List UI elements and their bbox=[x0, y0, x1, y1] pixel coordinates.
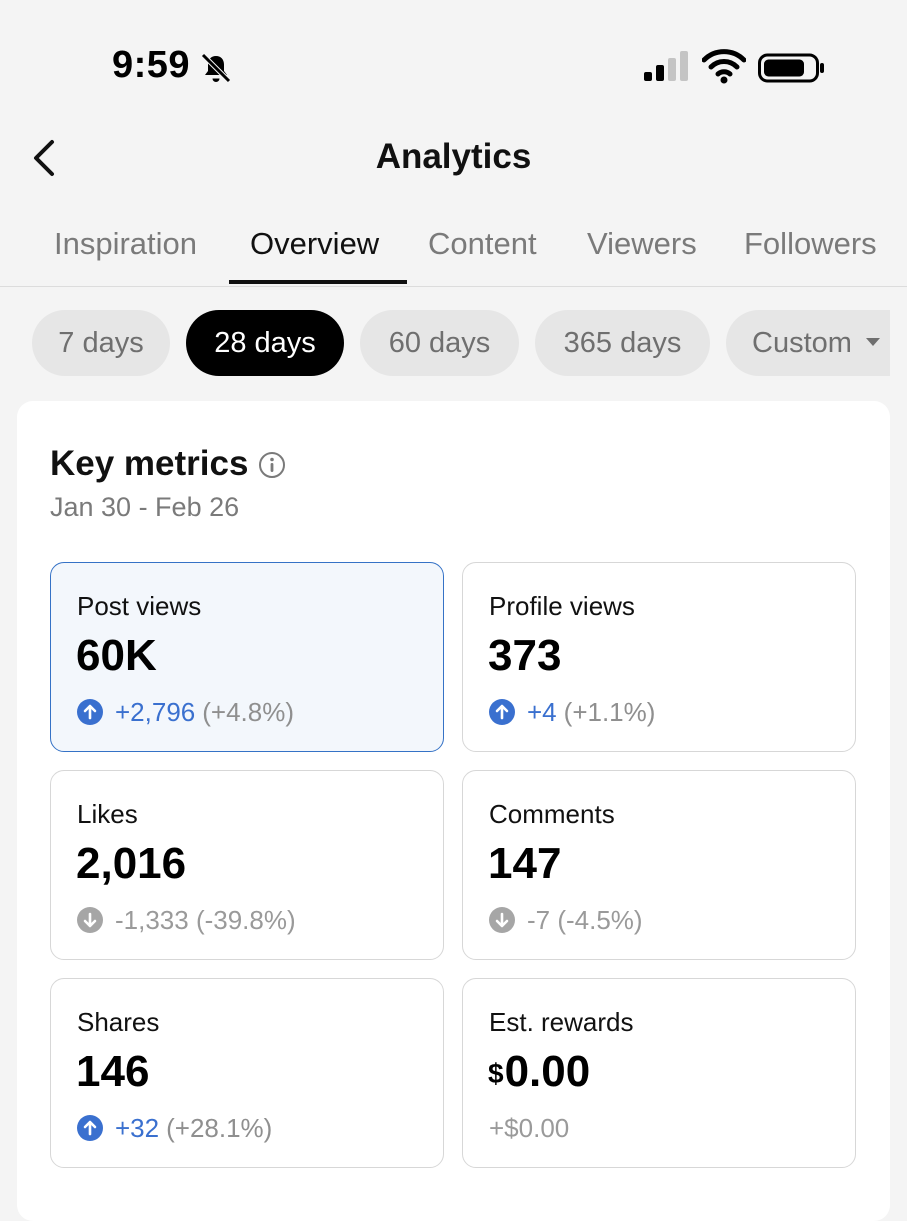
metric-label: Likes bbox=[77, 799, 138, 829]
delta-value: +2,796 bbox=[115, 696, 196, 727]
metric-est-rewards[interactable]: Est. rewards $0.00 +$0.00 bbox=[462, 978, 856, 1168]
metric-delta: -1,333 (-39.8%) bbox=[77, 905, 296, 935]
metric-value: 2,016 bbox=[76, 839, 187, 888]
delta-percent: (+4.8%) bbox=[202, 696, 295, 727]
arrow-up-icon bbox=[77, 699, 103, 725]
metric-label: Comments bbox=[489, 799, 615, 829]
metric-delta: +32 (+28.1%) bbox=[77, 1113, 272, 1143]
range-chip-365-days[interactable]: 365 days bbox=[535, 310, 710, 376]
range-chip-custom[interactable]: Custom bbox=[726, 310, 890, 376]
date-range-chips: 7 days 28 days 60 days 365 days Custom bbox=[0, 308, 890, 380]
delta-percent: (+28.1%) bbox=[166, 1112, 273, 1143]
metric-delta: -7 (-4.5%) bbox=[489, 905, 643, 935]
arrow-up-icon bbox=[77, 1115, 103, 1141]
metric-likes[interactable]: Likes 2,016 -1,333 (-39.8%) bbox=[50, 770, 444, 960]
delta-value: +4 bbox=[527, 696, 557, 727]
status-time: 9:59 bbox=[112, 44, 191, 86]
range-chip-7-days[interactable]: 7 days bbox=[32, 310, 170, 376]
range-chip-60-days[interactable]: 60 days bbox=[360, 310, 519, 376]
range-chip-label: 365 days bbox=[563, 327, 682, 359]
metric-delta: +4 (+1.1%) bbox=[489, 697, 655, 727]
range-chip-label: Custom bbox=[752, 327, 852, 359]
metric-delta: +2,796 (+4.8%) bbox=[77, 697, 294, 727]
tab-overview[interactable]: Overview bbox=[250, 226, 380, 261]
metric-value: 0.00 bbox=[504, 1047, 591, 1096]
metric-comments[interactable]: Comments 147 -7 (-4.5%) bbox=[462, 770, 856, 960]
delta-value: -1,333 (-39.8%) bbox=[115, 904, 296, 935]
page-title: Analytics bbox=[375, 137, 532, 176]
arrow-down-icon bbox=[489, 907, 515, 933]
metric-value-wrapper: $0.00 bbox=[488, 1047, 590, 1097]
tab-followers[interactable]: Followers bbox=[744, 226, 877, 261]
tab-content[interactable]: Content bbox=[428, 226, 537, 261]
tab-bar: Inspiration Overview Content Viewers Fol… bbox=[0, 212, 907, 287]
date-range-label: Jan 30 - Feb 26 bbox=[50, 492, 240, 522]
info-icon[interactable] bbox=[258, 451, 286, 479]
metric-value: 146 bbox=[76, 1047, 150, 1096]
active-tab-indicator bbox=[229, 280, 407, 284]
metric-label: Profile views bbox=[489, 591, 635, 621]
back-arrow-icon[interactable] bbox=[28, 138, 62, 178]
delta-percent: (+1.1%) bbox=[563, 696, 656, 727]
range-chip-28-days[interactable]: 28 days bbox=[186, 310, 344, 376]
caret-down-icon bbox=[865, 338, 880, 347]
delta-value: +32 bbox=[115, 1112, 160, 1143]
metric-label: Shares bbox=[77, 1007, 160, 1037]
status-bar: 9:59 bbox=[0, 0, 907, 120]
battery-icon bbox=[758, 53, 824, 83]
delta-value: -7 (-4.5%) bbox=[527, 904, 643, 935]
range-chip-label: 60 days bbox=[388, 327, 491, 359]
metric-delta: +$0.00 bbox=[489, 1113, 569, 1143]
cellular-signal-icon bbox=[644, 51, 688, 81]
delta-value: +$0.00 bbox=[489, 1112, 570, 1143]
metric-profile-views[interactable]: Profile views 373 +4 (+1.1%) bbox=[462, 562, 856, 752]
metric-value: 373 bbox=[488, 631, 562, 680]
metric-label: Est. rewards bbox=[489, 1007, 634, 1037]
section-title: Key metrics bbox=[50, 444, 249, 483]
arrow-down-icon bbox=[77, 907, 103, 933]
metric-value: 60K bbox=[76, 631, 157, 680]
range-chip-label: 28 days bbox=[214, 327, 316, 359]
wifi-icon bbox=[702, 49, 746, 84]
arrow-up-icon bbox=[489, 699, 515, 725]
metric-value: 147 bbox=[488, 839, 562, 888]
tab-viewers[interactable]: Viewers bbox=[587, 226, 697, 261]
tab-inspiration[interactable]: Inspiration bbox=[54, 226, 198, 261]
bell-muted-icon bbox=[201, 53, 231, 83]
metric-label: Post views bbox=[77, 591, 202, 621]
metric-post-views[interactable]: Post views 60K +2,796 (+4.8%) bbox=[50, 562, 444, 752]
currency-symbol: $ bbox=[488, 1058, 504, 1089]
metric-shares[interactable]: Shares 146 +32 (+28.1%) bbox=[50, 978, 444, 1168]
range-chip-label: 7 days bbox=[58, 327, 144, 359]
